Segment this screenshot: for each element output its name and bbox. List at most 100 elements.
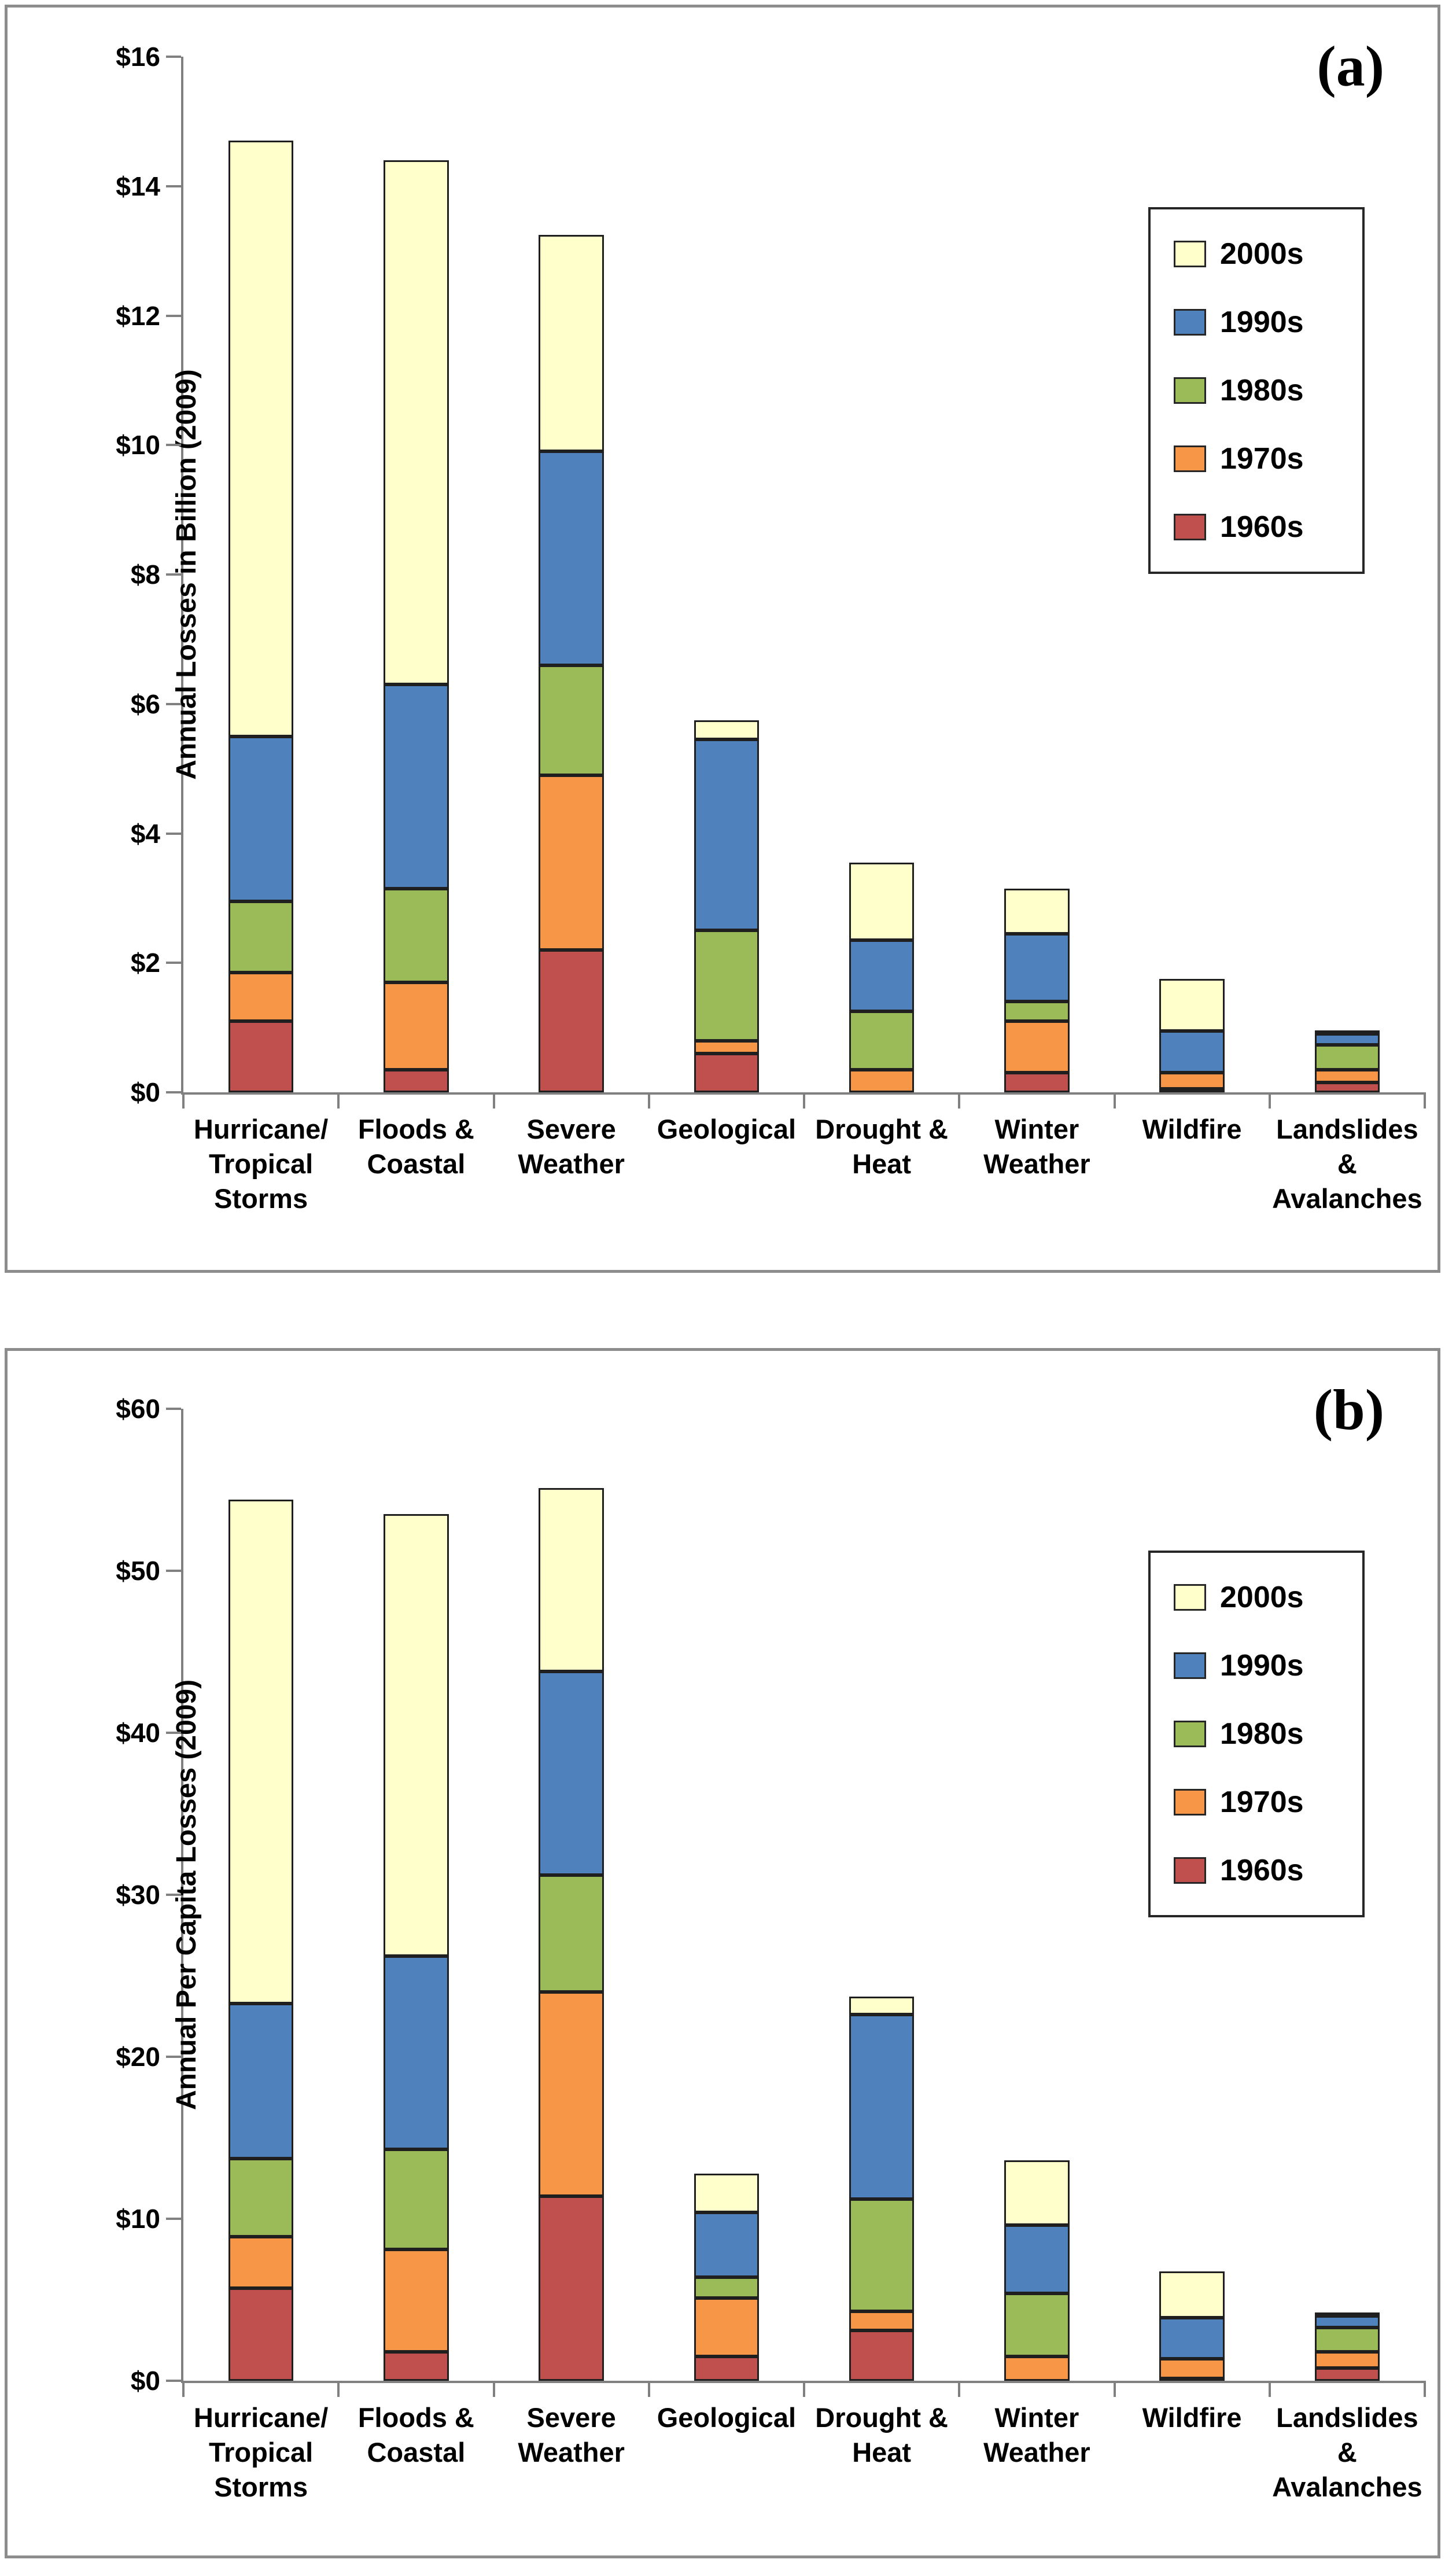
bar-segment-1960s [228, 1021, 294, 1092]
category-label-line: Drought & [815, 1114, 948, 1144]
y-tick-label: $14 [116, 171, 160, 201]
legend-item-1980s: 1980s [1174, 1719, 1362, 1749]
bar-segment-1990s [384, 684, 449, 889]
bar-segment-1970s [384, 982, 449, 1070]
category-label-line: & [1337, 1148, 1357, 1180]
category-label-line: Weather [518, 1148, 625, 1180]
y-tick-label: $40 [116, 1718, 160, 1748]
y-tick-mark [166, 1732, 181, 1734]
bar-segment-1970s [849, 2311, 915, 2331]
category-label-line: Heat [852, 1148, 912, 1180]
category-slot [1270, 1409, 1425, 2381]
legend-swatch-2000s [1174, 1584, 1206, 1611]
category-boundary-tick [803, 2381, 805, 2397]
category-slot [804, 1409, 959, 2381]
category-label-line: Wildfire [1142, 2402, 1242, 2433]
bar-segment-1980s [539, 665, 604, 775]
legend-item-1960s: 1960s [1174, 512, 1362, 542]
category-label: Drought & Heat [804, 1112, 959, 1181]
bar-segment-1970s [539, 775, 604, 950]
legend-item-2000s: 2000s [1174, 239, 1362, 269]
legend-label-1990s: 1990s [1220, 305, 1304, 339]
y-tick-label: $0 [130, 1077, 160, 1107]
category-label-line: Coastal [367, 2437, 466, 2468]
category-slot [1115, 1409, 1270, 2381]
bar-segment-1970s [228, 2236, 294, 2289]
category-boundary-tick [1113, 2381, 1116, 2397]
legend-swatch-1980s [1174, 377, 1206, 404]
category-label-line: Avalanches [1272, 2472, 1422, 2503]
category-label-line: & [1337, 2437, 1357, 2468]
chart-panel-a: (a) Annual Losses in Billion (2009) Hurr… [5, 5, 1440, 1273]
bar-segment-2000s [1159, 979, 1225, 1031]
bar-segment-2000s [1314, 1030, 1380, 1034]
bar-segment-1960s [539, 949, 604, 1092]
stacked-bar-3 [539, 1409, 604, 2381]
bar-segment-1980s [694, 2277, 760, 2299]
y-tick-mark [166, 1570, 181, 1572]
bar-segment-1970s [1314, 1069, 1380, 1083]
bar-segment-1990s [849, 940, 915, 1012]
category-slot [183, 1409, 338, 2381]
y-tick-label: $60 [116, 1394, 160, 1424]
y-tick-label: $4 [130, 818, 160, 849]
category-label-line: Tropical [209, 2437, 314, 2468]
category-boundary-tick [1424, 1092, 1426, 1109]
bar-segment-1990s [384, 1956, 449, 2149]
legend-swatch-2000s [1174, 241, 1206, 267]
bar-segment-1980s [1004, 1001, 1070, 1021]
category-slot [183, 57, 338, 1092]
legend-item-1980s: 1980s [1174, 375, 1362, 406]
bar-segment-2000s [694, 720, 760, 740]
stacked-bar-7 [1159, 1409, 1225, 2381]
bar-segment-1960s [228, 2288, 294, 2381]
y-tick-mark [166, 832, 181, 835]
legend-label-1960s: 1960s [1220, 510, 1304, 544]
bar-segment-1980s [384, 2149, 449, 2250]
category-label: Hurricane/Tropical Storms [183, 1112, 338, 1216]
category-label-line: Weather [983, 1148, 1090, 1180]
category-label: Floods & Coastal [338, 2400, 493, 2470]
legend-box-a: 2000s 1990s 1980s 1970s 1960s [1148, 207, 1365, 574]
legend-item-1990s: 1990s [1174, 1651, 1362, 1681]
stacked-bar-6 [1004, 1409, 1070, 2381]
category-label: Geological [649, 2400, 804, 2435]
legend-item-1990s: 1990s [1174, 307, 1362, 337]
legend-label-1970s: 1970s [1220, 1785, 1304, 1819]
category-slot [649, 1409, 804, 2381]
category-label: Winter Weather [959, 1112, 1114, 1181]
bar-segment-1980s [849, 2199, 915, 2311]
bar-segment-1970s [694, 1040, 760, 1054]
category-label-line: Floods & [357, 1114, 474, 1144]
category-slot [338, 1409, 493, 2381]
plot-area-a: Annual Losses in Billion (2009) Hurrican… [116, 43, 1426, 1214]
category-boundary-tick [1268, 2381, 1271, 2397]
stacked-bar-4 [694, 1409, 760, 2381]
category-slot [649, 57, 804, 1092]
y-tick-mark [166, 2218, 181, 2220]
bar-segment-1960s [384, 2351, 449, 2381]
stacked-bar-8 [1314, 1409, 1380, 2381]
stacked-bar-5 [849, 57, 915, 1092]
y-tick-mark [166, 314, 181, 317]
category-label-line: Tropical [209, 1148, 314, 1180]
bar-segment-1960s [1159, 1089, 1225, 1092]
bar-segment-1980s [694, 930, 760, 1041]
stacked-bar-5 [849, 1409, 915, 2381]
category-label-line: Avalanches [1272, 1183, 1422, 1214]
y-tick-mark [166, 1408, 181, 1410]
bar-segment-1960s [1314, 2367, 1380, 2381]
bar-segment-1980s [228, 901, 294, 973]
category-label: Severe Weather [494, 2400, 649, 2470]
legend-label-1980s: 1980s [1220, 1717, 1304, 1751]
bar-segment-2000s [694, 2173, 760, 2212]
bar-segment-1990s [1159, 2317, 1225, 2359]
category-label: Landslides & Avalanches [1270, 1112, 1425, 1216]
legend-label-1990s: 1990s [1220, 1649, 1304, 1682]
stacked-bar-2 [384, 1409, 449, 2381]
category-slot [494, 57, 649, 1092]
stacked-bar-7 [1159, 57, 1225, 1092]
bar-segment-1960s [539, 2196, 604, 2381]
category-boundary-tick [647, 1092, 650, 1109]
legend-label-1960s: 1960s [1220, 1854, 1304, 1887]
